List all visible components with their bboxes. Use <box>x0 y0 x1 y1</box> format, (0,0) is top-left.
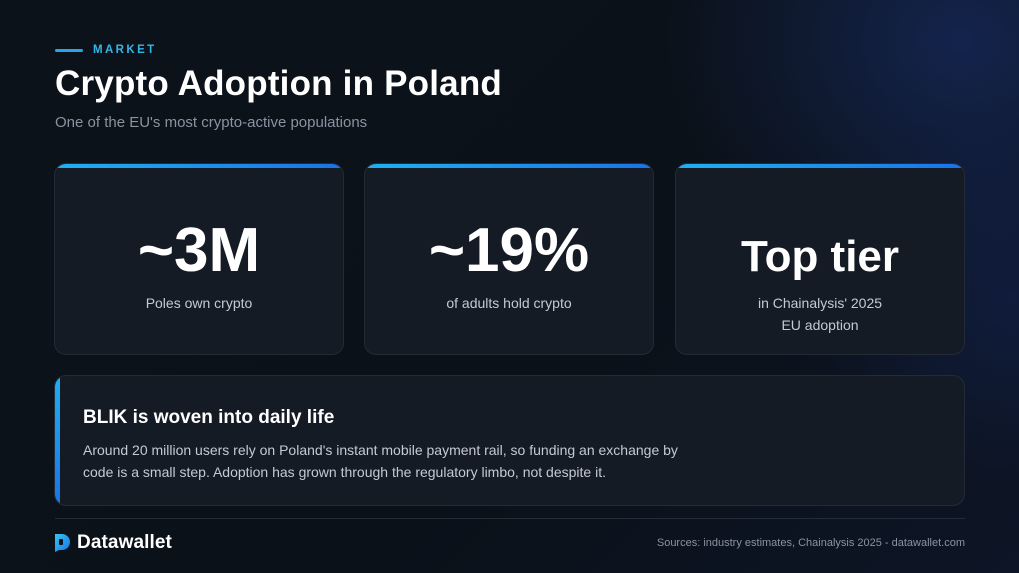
stat-label: Poles own crypto <box>75 292 323 314</box>
stat-card-ranking: Top tier in Chainalysis' 2025 EU adoptio… <box>675 163 965 355</box>
stat-card-accent-bar <box>365 164 653 168</box>
stat-card-adults: ~19% of adults hold crypto <box>364 163 654 355</box>
callout-card: BLIK is woven into daily life Around 20 … <box>54 375 965 506</box>
stat-card-accent-bar <box>55 164 343 168</box>
stat-label-line: in Chainalysis' 2025 <box>757 295 883 311</box>
brand-logo: Datawallet <box>54 532 172 554</box>
stat-label-line: EU adoption <box>781 317 859 333</box>
sources-note: Sources: industry estimates, Chainalysis… <box>656 537 965 549</box>
stat-label: of adults hold crypto <box>385 292 633 314</box>
stat-value: ~19% <box>428 216 590 285</box>
stat-card-owners: ~3M Poles own crypto <box>54 163 344 355</box>
stat-label-line: of adults hold crypto <box>446 295 572 311</box>
stat-label: in Chainalysis' 2025 EU adoption <box>696 292 944 336</box>
page-subtitle: One of the EU's most crypto-active popul… <box>55 114 368 131</box>
eyebrow-label: MARKET <box>93 44 157 56</box>
stat-label-line: Poles own crypto <box>145 295 253 311</box>
stat-value: Top tier <box>740 232 900 281</box>
callout-accent-bar <box>55 376 60 505</box>
callout-body-line: Around 20 million users rely on Poland's… <box>83 442 678 458</box>
eyebrow-line <box>55 48 83 52</box>
datawallet-logo-icon <box>55 534 70 552</box>
page-title: Crypto Adoption in Poland <box>55 64 502 103</box>
eyebrow: MARKET <box>55 44 157 56</box>
footer-divider <box>55 518 965 519</box>
brand-name: Datawallet <box>77 532 172 553</box>
stat-value: ~3M <box>137 216 261 285</box>
callout-title: BLIK is woven into daily life <box>83 407 335 428</box>
stat-card-accent-bar <box>676 164 964 168</box>
callout-body: Around 20 million users rely on Poland's… <box>83 439 723 483</box>
callout-body-line: code is a small step. Adoption has grown… <box>83 464 606 480</box>
